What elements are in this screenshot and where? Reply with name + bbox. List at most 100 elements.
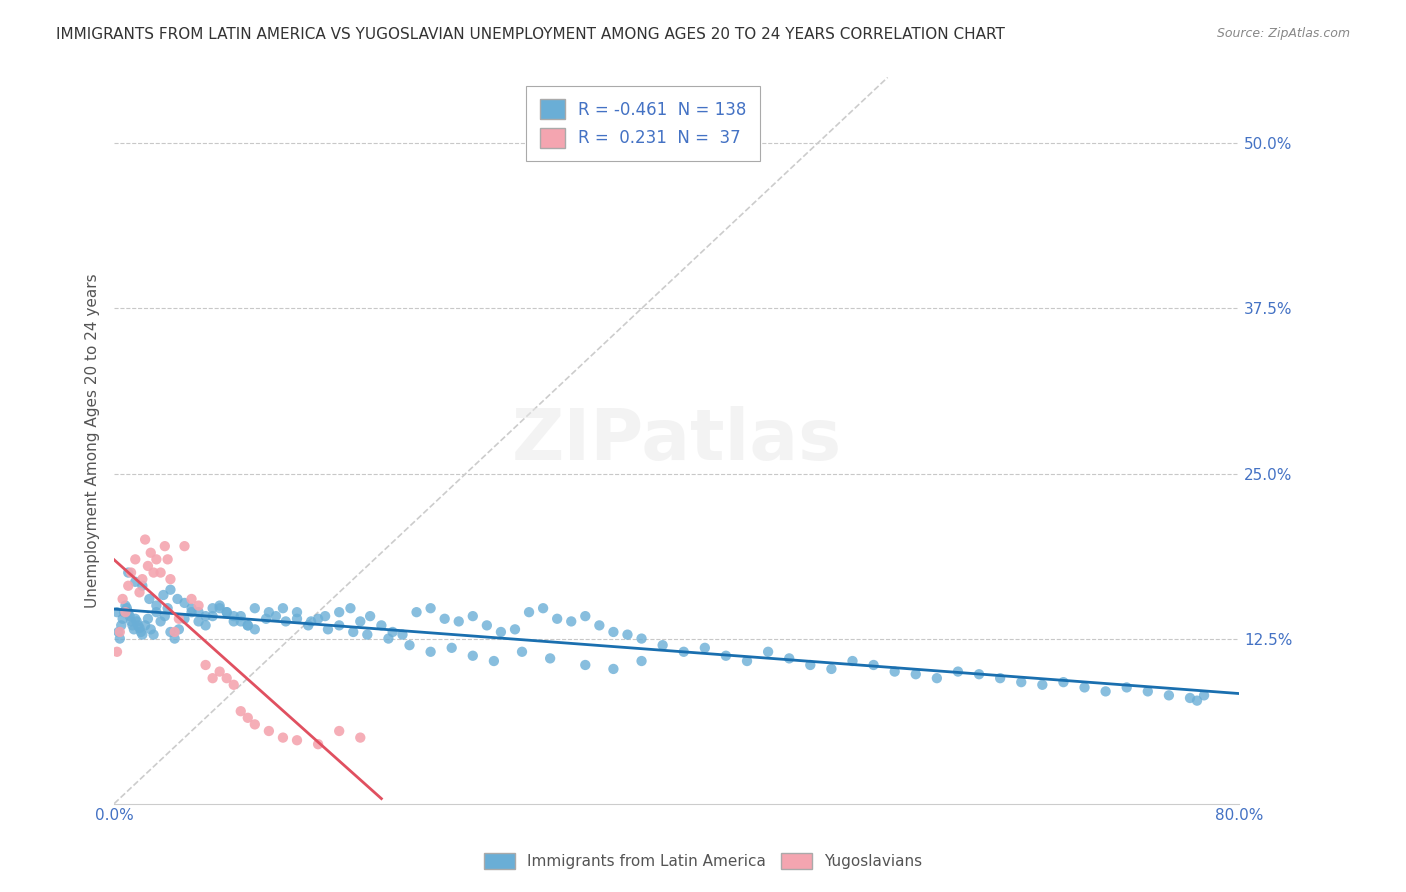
Point [159,624,181,639]
Point [328,618,350,632]
Point [131,572,153,586]
Point [297,618,319,632]
Point [120,566,142,580]
Point [1010,675,1032,690]
Point [117,605,139,619]
Point [841,654,863,668]
Point [1157,689,1180,703]
Point [588,618,610,632]
Point [328,605,350,619]
Point [187,605,209,619]
Point [257,605,280,619]
Point [125,615,148,629]
Point [159,572,181,586]
Point [107,624,129,639]
Point [136,612,159,626]
Point [149,615,172,629]
Point [616,627,638,641]
Point [314,609,336,624]
Point [349,615,371,629]
Point [201,609,224,624]
Point [173,539,195,553]
Point [398,638,420,652]
Point [153,609,176,624]
Point [222,609,245,624]
Point [862,657,884,672]
Point [131,579,153,593]
Point [1094,684,1116,698]
Point [180,601,202,615]
Point [359,609,381,624]
Point [510,645,533,659]
Point [538,651,561,665]
Point [173,612,195,626]
Point [778,651,800,665]
Point [167,623,190,637]
Point [111,591,134,606]
Point [145,552,167,566]
Point [136,558,159,573]
Point [254,612,277,626]
Point [693,640,716,655]
Point [475,618,498,632]
Point [115,601,138,615]
Point [121,618,143,632]
Point [139,546,162,560]
Point [299,615,322,629]
Point [946,665,969,679]
Point [503,623,526,637]
Point [208,599,231,613]
Point [105,605,128,619]
Point [142,566,165,580]
Point [127,618,149,632]
Point [163,632,186,646]
Point [672,645,695,659]
Point [405,605,427,619]
Point [904,667,927,681]
Point [370,618,392,632]
Point [128,585,150,599]
Point [271,731,294,745]
Point [274,615,297,629]
Point [602,662,624,676]
Point [419,645,441,659]
Point [145,605,167,619]
Point [108,624,131,639]
Point [243,717,266,731]
Point [285,605,308,619]
Point [173,596,195,610]
Point [236,618,259,632]
Point [461,648,484,663]
Point [447,615,470,629]
Point [122,623,145,637]
Point [187,615,209,629]
Point [531,601,554,615]
Point [799,657,821,672]
Point [342,624,364,639]
Point [152,588,174,602]
Point [236,618,259,632]
Point [120,615,142,629]
Point [307,737,329,751]
Point [651,638,673,652]
Point [114,599,136,613]
Point [1115,681,1137,695]
Point [489,624,512,639]
Point [229,704,252,718]
Point [461,609,484,624]
Point [349,731,371,745]
Point [128,621,150,635]
Point [419,601,441,615]
Point [134,533,156,547]
Point [440,640,463,655]
Point [714,648,737,663]
Point [264,609,287,624]
Y-axis label: Unemployment Among Ages 20 to 24 years: Unemployment Among Ages 20 to 24 years [86,273,100,607]
Point [307,612,329,626]
Legend: R = -0.461  N = 138, R =  0.231  N =  37: R = -0.461 N = 138, R = 0.231 N = 37 [526,86,759,161]
Point [187,599,209,613]
Point [1031,678,1053,692]
Point [1136,684,1159,698]
Point [602,624,624,639]
Point [1185,693,1208,707]
